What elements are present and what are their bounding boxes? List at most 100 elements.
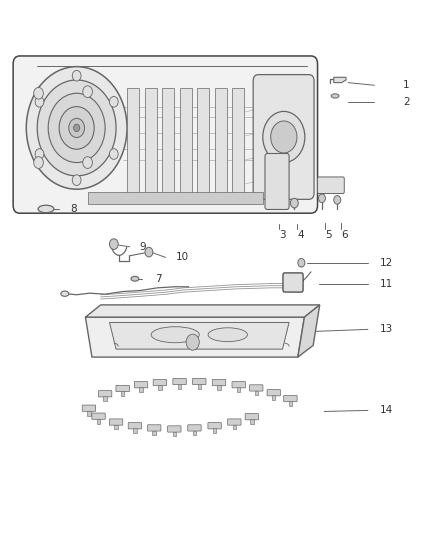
Text: 11: 11 [380,279,393,288]
Circle shape [83,157,92,168]
Circle shape [263,111,305,163]
FancyBboxPatch shape [284,395,297,402]
FancyBboxPatch shape [188,425,201,431]
Bar [250,419,254,424]
Bar [173,432,176,437]
FancyBboxPatch shape [13,56,318,213]
Bar [215,88,227,195]
FancyBboxPatch shape [153,379,166,386]
FancyBboxPatch shape [265,154,289,209]
Circle shape [37,80,116,176]
Circle shape [34,157,43,168]
Text: 7: 7 [155,274,162,284]
Bar [139,387,143,392]
Circle shape [318,194,325,203]
Bar [158,385,162,390]
FancyBboxPatch shape [250,385,263,391]
Circle shape [74,124,80,132]
Circle shape [271,121,297,153]
Bar [213,429,216,433]
Bar [88,192,263,204]
Bar [289,401,292,406]
Text: 8: 8 [70,205,77,214]
FancyBboxPatch shape [318,177,344,193]
Ellipse shape [151,327,199,343]
Bar [152,431,156,435]
Circle shape [35,149,44,159]
Circle shape [145,247,153,257]
Text: 4: 4 [298,230,304,239]
Polygon shape [85,305,320,317]
Text: 10: 10 [176,253,189,262]
FancyBboxPatch shape [92,413,105,419]
Bar [127,88,139,195]
Polygon shape [85,317,304,357]
Bar [121,391,124,396]
Ellipse shape [38,205,54,213]
Bar [198,384,201,389]
FancyBboxPatch shape [99,391,112,397]
Polygon shape [110,322,289,349]
Circle shape [186,334,199,350]
Bar [162,88,174,195]
FancyBboxPatch shape [212,379,226,386]
FancyBboxPatch shape [116,385,129,392]
Circle shape [35,96,44,107]
Ellipse shape [331,94,339,98]
Bar [272,395,276,400]
Circle shape [34,87,43,99]
Bar [217,385,221,390]
FancyBboxPatch shape [267,390,280,396]
Text: 5: 5 [325,230,332,239]
FancyBboxPatch shape [232,382,245,388]
Circle shape [48,93,105,163]
FancyBboxPatch shape [193,378,206,385]
Text: 6: 6 [341,230,347,239]
Circle shape [110,239,118,249]
Text: 12: 12 [380,258,393,268]
FancyBboxPatch shape [128,423,141,429]
Text: 3: 3 [279,230,286,239]
Circle shape [72,70,81,81]
Bar [193,431,196,435]
Circle shape [290,198,298,208]
Bar [180,88,192,195]
Text: 9: 9 [139,242,146,252]
Circle shape [69,118,85,138]
Bar [233,425,236,430]
FancyBboxPatch shape [253,75,314,199]
Bar [145,88,157,195]
Ellipse shape [61,291,69,296]
Circle shape [298,259,305,267]
Bar [237,387,240,392]
Bar [133,429,137,433]
Bar [97,419,100,424]
Ellipse shape [131,276,139,281]
Circle shape [110,96,118,107]
Polygon shape [298,305,320,357]
FancyBboxPatch shape [168,426,181,432]
FancyBboxPatch shape [148,425,161,431]
Circle shape [26,67,127,189]
Text: 13: 13 [380,325,393,334]
FancyBboxPatch shape [228,419,241,425]
Text: 2: 2 [403,98,410,107]
FancyBboxPatch shape [283,273,303,292]
Text: 14: 14 [380,406,393,415]
Bar [232,88,244,195]
FancyBboxPatch shape [208,423,221,429]
Bar [197,88,209,195]
Circle shape [83,86,92,98]
Bar [103,397,107,401]
Bar [254,391,258,395]
Polygon shape [334,77,346,83]
FancyBboxPatch shape [134,382,148,388]
Circle shape [59,107,94,149]
Circle shape [72,175,81,185]
FancyBboxPatch shape [245,414,258,420]
FancyBboxPatch shape [173,378,186,385]
Bar [87,411,91,416]
FancyBboxPatch shape [110,419,123,425]
Text: 1: 1 [403,80,410,90]
Ellipse shape [208,328,247,342]
